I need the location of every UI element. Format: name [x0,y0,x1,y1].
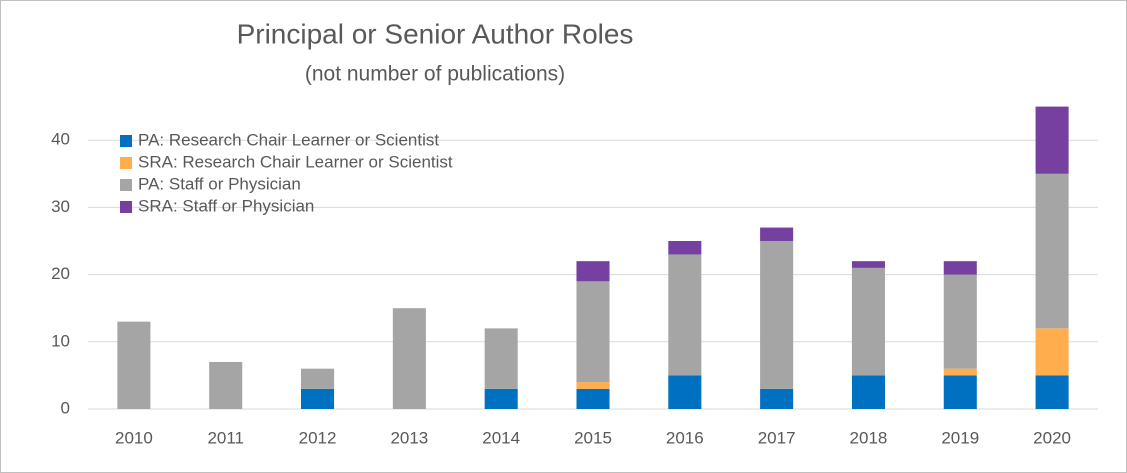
bar-segment [117,321,151,409]
bar-segment [943,368,977,376]
x-tick-label: 2014 [482,428,520,447]
legend-swatch [120,135,132,147]
x-tick-label: 2010 [115,428,153,447]
legend-label: SRA: Research Chair Learner or Scientist [138,152,453,171]
x-tick-label: 2020 [1033,428,1071,447]
bar-segment [301,368,335,389]
bar-segment [392,308,426,409]
legend-swatch [120,157,132,169]
x-tick-label: 2018 [850,428,888,447]
legend-swatch [120,179,132,191]
x-tick-label: 2016 [666,428,704,447]
bar-segment [760,241,794,389]
bar-segment [943,274,977,369]
legend-label: SRA: Staff or Physician [138,196,314,215]
y-tick-label: 10 [51,331,70,350]
y-tick-label: 40 [51,130,70,149]
bar-segment [1035,375,1069,409]
bar-segment [484,328,518,389]
bar-segment [668,375,702,409]
bar-segment [1035,106,1069,174]
chart-subtitle: (not number of publications) [305,63,565,86]
bar-segment [301,388,335,409]
y-tick-label: 0 [61,398,70,417]
bar-segment [484,388,518,409]
x-tick-label: 2017 [758,428,796,447]
bar-segment [668,254,702,376]
bar-segment [760,227,794,241]
bar-segment [943,375,977,409]
bar-segment [668,241,702,255]
bar-segment [1035,328,1069,376]
legend-swatch [120,201,132,213]
bar-segment [943,261,977,275]
x-tick-label: 2013 [390,428,428,447]
x-tick-label: 2015 [574,428,612,447]
bar-segment [1035,173,1069,329]
legend-label: PA: Staff or Physician [138,174,301,193]
y-tick-label: 30 [51,197,70,216]
bar-segment [851,375,885,409]
x-tick-label: 2011 [207,428,244,447]
bar-segment [576,388,610,409]
bar-segment [576,281,610,383]
bar-segment [576,261,610,282]
y-tick-label: 20 [51,264,70,283]
legend-label: PA: Research Chair Learner or Scientist [138,130,439,149]
x-tick-label: 2019 [941,428,979,447]
bar-segment [576,382,610,389]
bar-segment [851,267,885,376]
bar-segment [851,261,885,268]
x-tick-label: 2012 [299,428,337,447]
bar-segment [209,361,243,409]
bar-segment [760,388,794,409]
chart-title: Principal or Senior Author Roles [237,18,634,49]
